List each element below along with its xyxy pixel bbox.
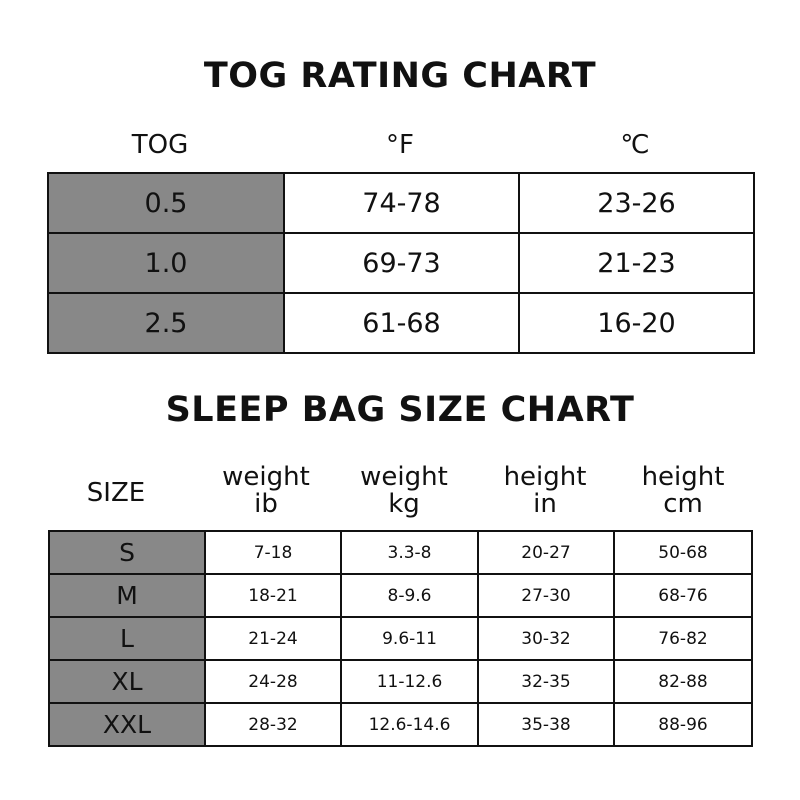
table-cell: 68-76: [613, 573, 753, 618]
table-cell: 16-20: [518, 292, 755, 354]
row-key-cell: S: [48, 530, 206, 575]
fahrenheit-header: °F: [386, 130, 414, 160]
celsius-header: ℃: [620, 130, 650, 160]
table-cell: 32-35: [477, 659, 615, 704]
table-row: M 18-21 8-9.6 27-30 68-76: [48, 573, 753, 618]
header-line-1: height: [503, 462, 587, 492]
table-cell: 21-23: [518, 232, 755, 294]
table-row: XXL 28-32 12.6-14.6 35-38 88-96: [48, 702, 753, 747]
row-key-cell: 0.5: [47, 172, 285, 234]
table-cell: 9.6-11: [340, 616, 479, 661]
table-cell: 3.3-8: [340, 530, 479, 575]
size-column-header: height in: [475, 464, 615, 518]
table-cell: 69-73: [283, 232, 520, 294]
table-cell: 11-12.6: [340, 659, 479, 704]
table-cell: 21-24: [204, 616, 342, 661]
table-cell: 30-32: [477, 616, 615, 661]
tog-rating-table: 0.5 74-78 23-26 1.0 69-73 21-23 2.5 61-68 16-20: [47, 172, 755, 354]
table-cell: 7-18: [204, 530, 342, 575]
table-row: S 7-18 3.3-8 20-27 50-68: [48, 530, 753, 575]
header-line-2: ib: [254, 489, 278, 519]
tog-header: TOG: [131, 130, 189, 160]
size-table: S 7-18 3.3-8 20-27 50-68 M 18-21 8-9.6 27-30 68-7…: [48, 530, 753, 747]
table-cell: 61-68: [283, 292, 520, 354]
size-column-header: weight kg: [334, 464, 474, 518]
tog-chart-title: TOG RATING CHART: [203, 56, 597, 96]
table-cell: 27-30: [477, 573, 615, 618]
row-key-cell: XXL: [48, 702, 206, 747]
table-cell: 35-38: [477, 702, 615, 747]
table-cell: 24-28: [204, 659, 342, 704]
table-cell: 18-21: [204, 573, 342, 618]
table-cell: 28-32: [204, 702, 342, 747]
size-column-header: weight ib: [196, 464, 336, 518]
row-key-cell: 1.0: [47, 232, 285, 294]
table-cell: 82-88: [613, 659, 753, 704]
header-line-1: weight: [222, 462, 310, 492]
size-column-header: SIZE: [46, 480, 186, 507]
size-chart-title: SLEEP BAG SIZE CHART: [165, 390, 635, 430]
table-row: 0.5 74-78 23-26: [47, 172, 755, 234]
table-row: 2.5 61-68 16-20: [47, 292, 755, 354]
size-column-header: height cm: [613, 464, 753, 518]
table-cell: 23-26: [518, 172, 755, 234]
table-cell: 74-78: [283, 172, 520, 234]
row-key-cell: XL: [48, 659, 206, 704]
header-line-2: cm: [663, 489, 703, 519]
table-cell: 12.6-14.6: [340, 702, 479, 747]
table-cell: 20-27: [477, 530, 615, 575]
header-line-1: SIZE: [86, 478, 146, 508]
table-row: 1.0 69-73 21-23: [47, 232, 755, 294]
row-key-cell: M: [48, 573, 206, 618]
table-row: XL 24-28 11-12.6 32-35 82-88: [48, 659, 753, 704]
table-cell: 50-68: [613, 530, 753, 575]
table-cell: 76-82: [613, 616, 753, 661]
row-key-cell: L: [48, 616, 206, 661]
table-row: L 21-24 9.6-11 30-32 76-82: [48, 616, 753, 661]
table-cell: 88-96: [613, 702, 753, 747]
header-line-1: weight: [360, 462, 448, 492]
header-line-2: kg: [388, 489, 420, 519]
header-line-2: in: [533, 489, 557, 519]
row-key-cell: 2.5: [47, 292, 285, 354]
header-line-1: height: [641, 462, 725, 492]
table-cell: 8-9.6: [340, 573, 479, 618]
